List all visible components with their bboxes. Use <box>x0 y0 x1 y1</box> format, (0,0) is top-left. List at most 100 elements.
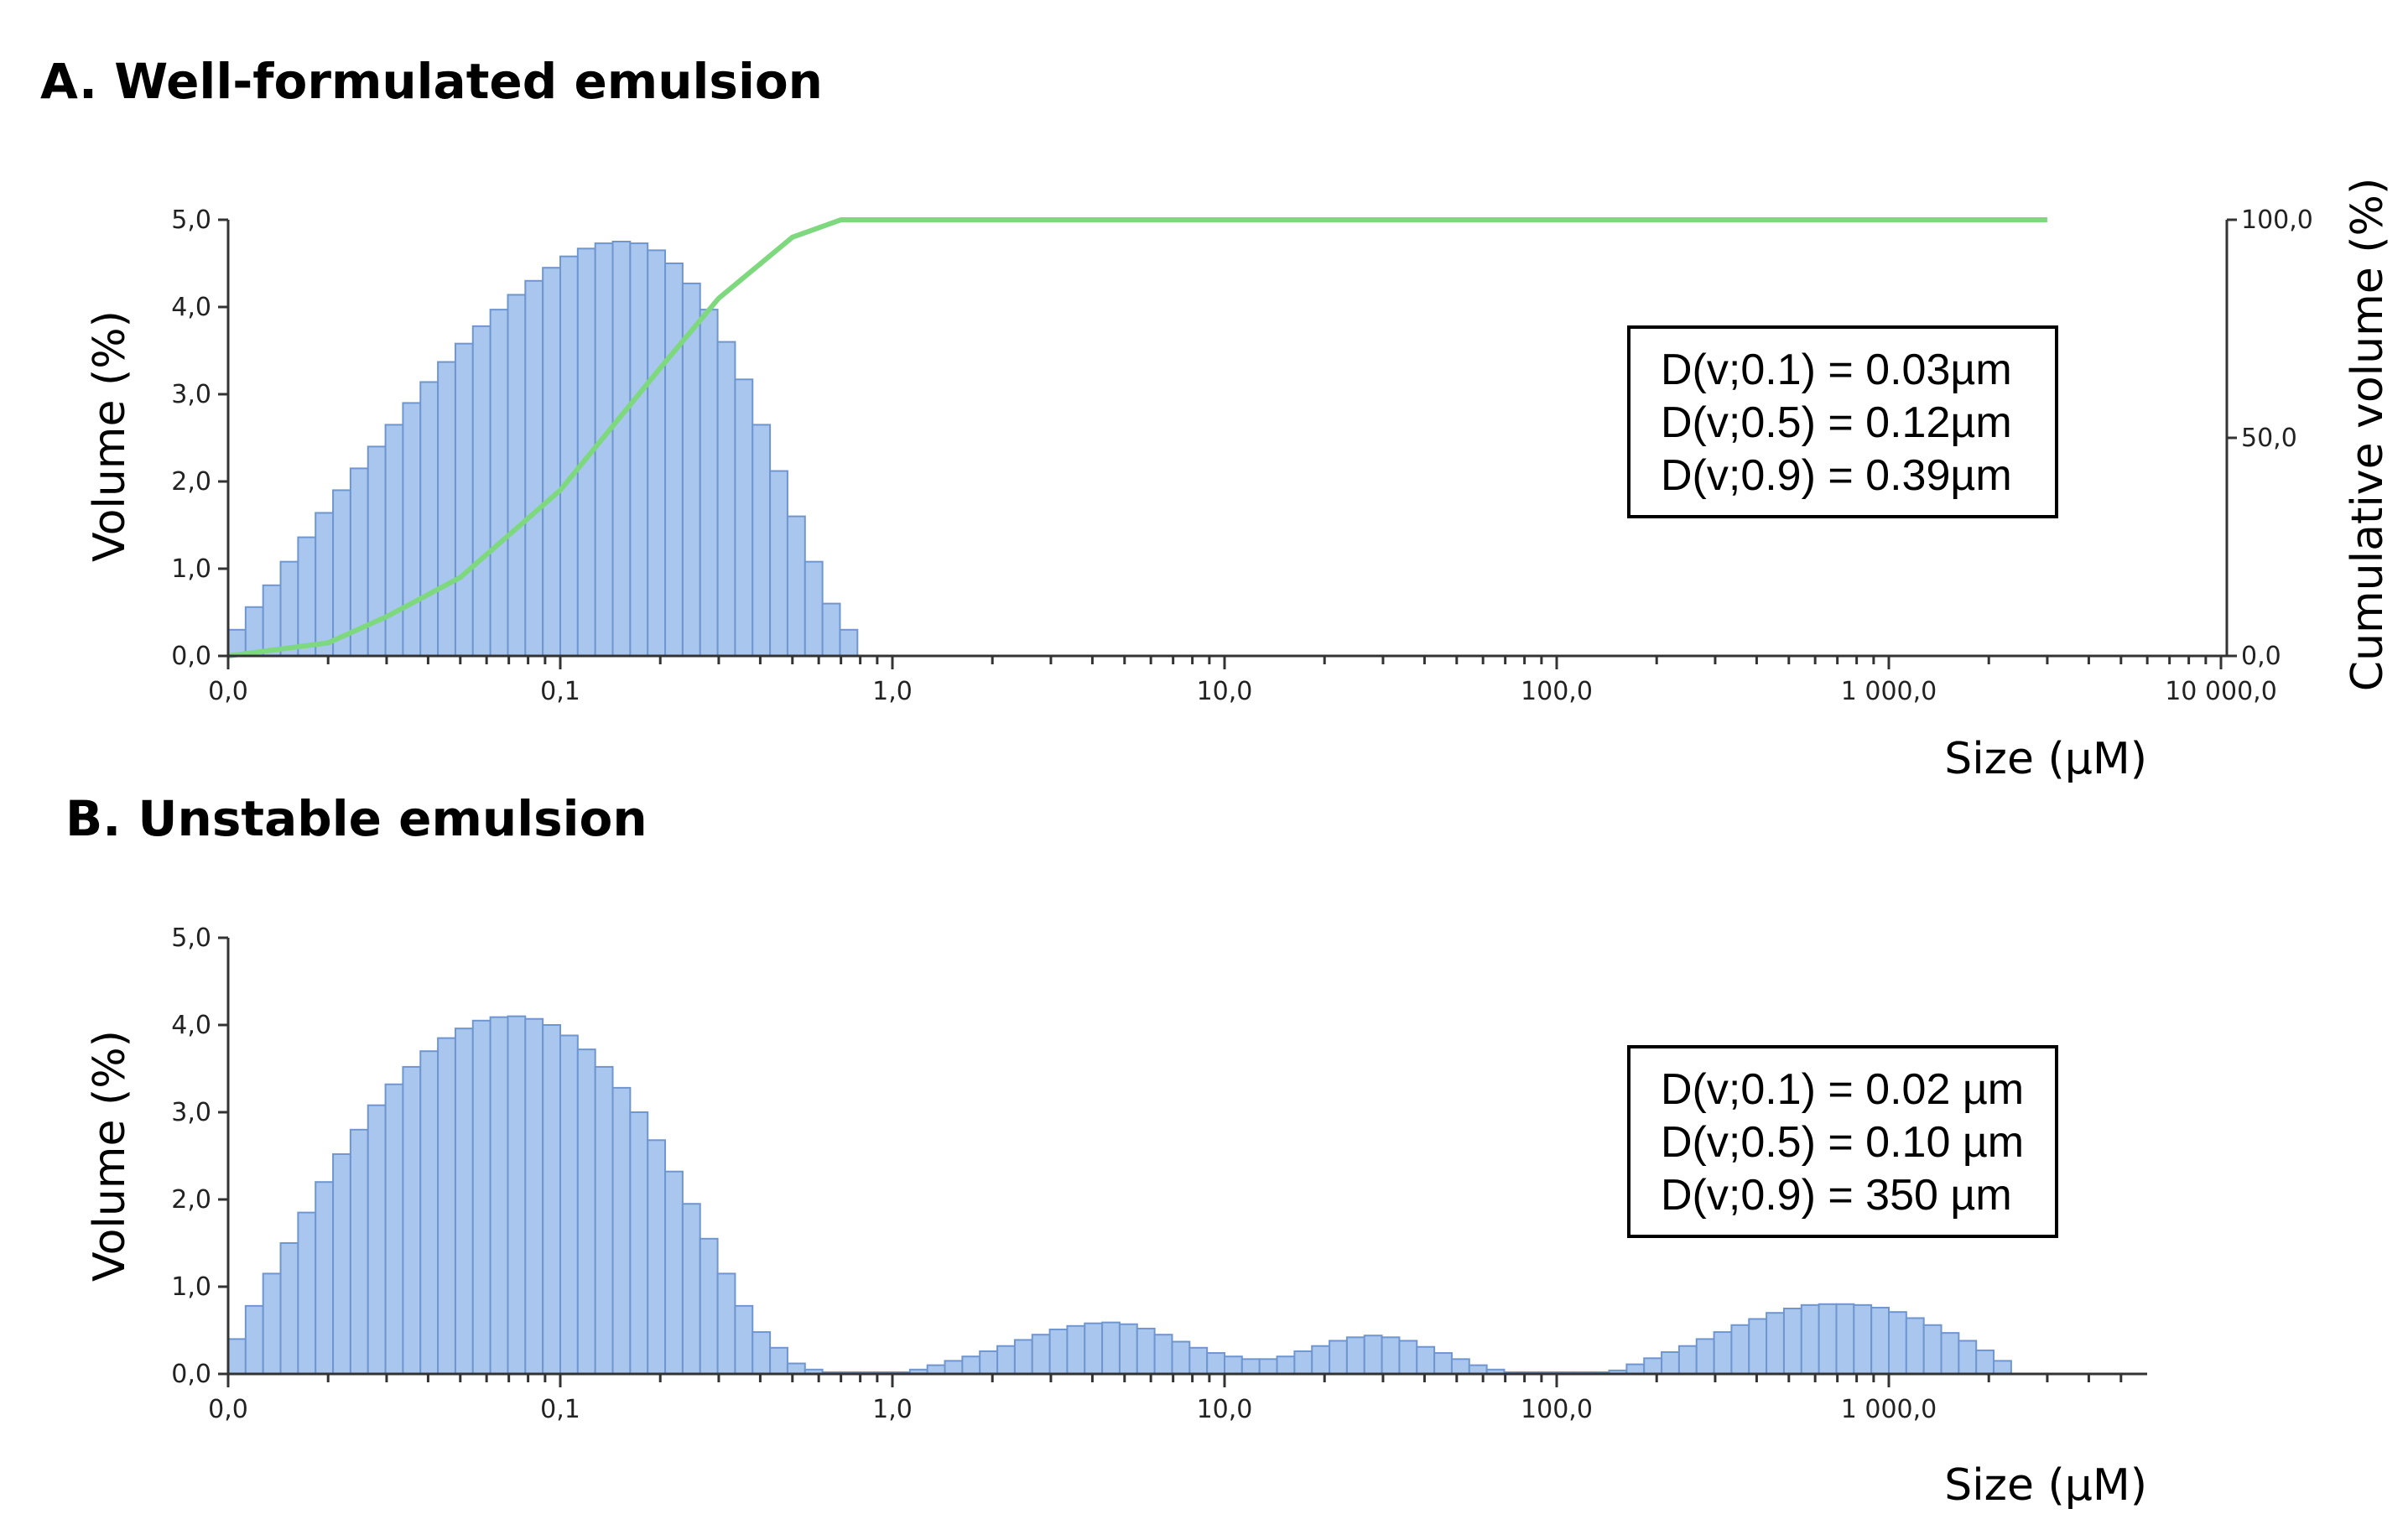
panel-b-bar <box>961 1355 981 1375</box>
panel-b-bar <box>1188 1346 1209 1376</box>
panel-a-bar <box>262 584 282 658</box>
panel-a-bar <box>471 325 491 657</box>
panel-a-y-tick-label: 3,0 <box>171 380 211 409</box>
panel-b-bar <box>576 1048 596 1375</box>
panel-a-bar <box>437 361 456 657</box>
panel-b-bar <box>384 1083 404 1375</box>
panel-b-bar <box>1450 1358 1470 1375</box>
panel-b-bar <box>437 1037 456 1375</box>
panel-a: A. Well-formulated emulsion 0,0 1,0 2,0 3,0… <box>40 53 2393 784</box>
panel-a-bar <box>297 536 317 657</box>
panel-a-d50: D(v;0.5) = 0.12µm <box>1661 398 2012 447</box>
panel-b-bar <box>1363 1334 1383 1375</box>
panel-b-bar <box>786 1362 806 1376</box>
panel-a-x-tick-label: 1,0 <box>872 677 913 706</box>
panel-a-x-axis-title: Size (µM) <box>1944 734 2147 784</box>
panel-b-bar <box>1713 1331 1733 1375</box>
panel-b-bar <box>769 1346 788 1376</box>
panel-a-y2-tick-label: 0,0 <box>2241 642 2281 671</box>
panel-b-bar <box>752 1331 772 1375</box>
panel-a-x-tick-label: 0,1 <box>540 677 580 706</box>
panel-b-bar <box>1381 1336 1401 1375</box>
panel-a-bar <box>507 294 527 657</box>
panel-b-bar <box>1311 1345 1331 1375</box>
panel-b-bar <box>1136 1327 1156 1376</box>
panel-b-bar <box>489 1016 509 1375</box>
panel-a-bar <box>542 267 562 657</box>
panel-b-bar <box>1206 1352 1225 1376</box>
panel-b-bar <box>699 1237 719 1376</box>
panel-b-bar <box>471 1019 491 1376</box>
panel-b-x-ticks: 0,0 0,1 1,0 10,0 100,0 1 000,0 <box>208 1374 2123 1424</box>
panel-a-bar <box>559 255 579 657</box>
panel-b-bar <box>1171 1340 1191 1376</box>
panel-b-bar <box>244 1304 264 1376</box>
panel-b-bar <box>1853 1303 1873 1375</box>
panel-b-bar <box>315 1181 335 1375</box>
panel-b-bar <box>1730 1324 1750 1376</box>
panel-a-bar <box>716 341 736 657</box>
panel-a-bar <box>821 602 841 657</box>
panel-b-bar <box>1695 1338 1715 1376</box>
panel-a-x-ticks: 0,0 0,1 1,0 10,0 100,0 1 000,0 10 000,0 <box>208 656 2277 706</box>
panel-b-bar <box>1398 1340 1418 1375</box>
panel-b-bar <box>1643 1357 1663 1376</box>
panel-a-d90: D(v;0.9) = 0.39µm <box>1661 451 2012 500</box>
panel-b-bar <box>454 1028 474 1376</box>
panel-b-bar <box>297 1211 317 1375</box>
panel-a-y2-ticks: 0,0 50,0 100,0 <box>2227 206 2313 671</box>
panel-b-bar <box>1975 1349 1995 1376</box>
panel-a-bar <box>804 560 824 657</box>
panel-b-y-tick-label: 0,0 <box>171 1360 211 1389</box>
panel-b-d50: D(v;0.5) = 0.10 µm <box>1661 1118 2024 1167</box>
panel-a-bar <box>279 560 299 657</box>
panel-b-bar <box>1258 1358 1278 1375</box>
panel-b-bar <box>1468 1364 1488 1375</box>
panel-b-bar <box>944 1360 964 1376</box>
panel-b-bar <box>227 1338 247 1376</box>
panel-b-y-axis-title: Volume (%) <box>85 1030 135 1282</box>
panel-a-bar <box>734 378 754 657</box>
panel-a-y-ticks: 0,0 1,0 2,0 3,0 4,0 5,0 <box>171 206 228 671</box>
panel-b-bar <box>367 1104 387 1376</box>
panel-b-bar <box>402 1065 422 1376</box>
panel-b-bar <box>1782 1308 1802 1375</box>
panel-b-bar <box>1625 1363 1646 1376</box>
panel-b-bar <box>1101 1321 1121 1376</box>
panel-b-x-tick-label: 0,1 <box>540 1395 580 1424</box>
panel-b-bar <box>1905 1317 1925 1375</box>
panel-a-y2-tick-label: 100,0 <box>2241 206 2313 235</box>
panel-b-bar <box>1031 1334 1051 1375</box>
panel-b-d10: D(v;0.1) = 0.02 µm <box>1661 1065 2024 1114</box>
panel-a-bar <box>769 470 788 658</box>
panel-b-bar <box>419 1050 439 1375</box>
panel-b-y-tick-label: 2,0 <box>171 1185 211 1215</box>
panel-b-d90: D(v;0.9) = 350 µm <box>1661 1171 2012 1220</box>
panel-b-bar <box>1293 1350 1313 1375</box>
panel-b-x-axis-title: Size (µM) <box>1944 1460 2147 1511</box>
panel-b-x-tick-label: 1 000,0 <box>1841 1395 1937 1424</box>
panel-b-bar <box>1048 1328 1069 1375</box>
panel-a-bar <box>839 628 859 657</box>
panel-b-bar <box>734 1304 754 1376</box>
panel-b-bar <box>1066 1324 1086 1376</box>
panel-a-bar <box>647 249 667 657</box>
panel-b-bar <box>1240 1358 1261 1375</box>
panel-a-dvalues-box <box>1627 325 2058 518</box>
panel-a-x-tick-label: 0,0 <box>208 677 248 706</box>
panel-a-y-tick-label: 1,0 <box>171 554 211 584</box>
panel-b-bar <box>1661 1351 1680 1375</box>
panel-b-bar <box>996 1345 1016 1375</box>
panel-b-dvalues-box <box>1627 1045 2058 1238</box>
panel-a-bar <box>454 342 474 657</box>
panel-b-bar <box>1153 1334 1173 1375</box>
panel-a-bar <box>594 242 614 657</box>
panel-b-bar <box>1818 1303 1838 1376</box>
panel-b-bar <box>1345 1336 1365 1375</box>
panel-b-x-tick-label: 0,0 <box>208 1395 248 1424</box>
panel-a-x-tick-label: 1 000,0 <box>1841 677 1937 706</box>
panel-b-bar <box>1835 1303 1855 1376</box>
panel-b-title: B. Unstable emulsion <box>65 790 648 847</box>
panel-b-bar <box>1922 1324 1943 1376</box>
panel-b-bar <box>1993 1360 2012 1376</box>
